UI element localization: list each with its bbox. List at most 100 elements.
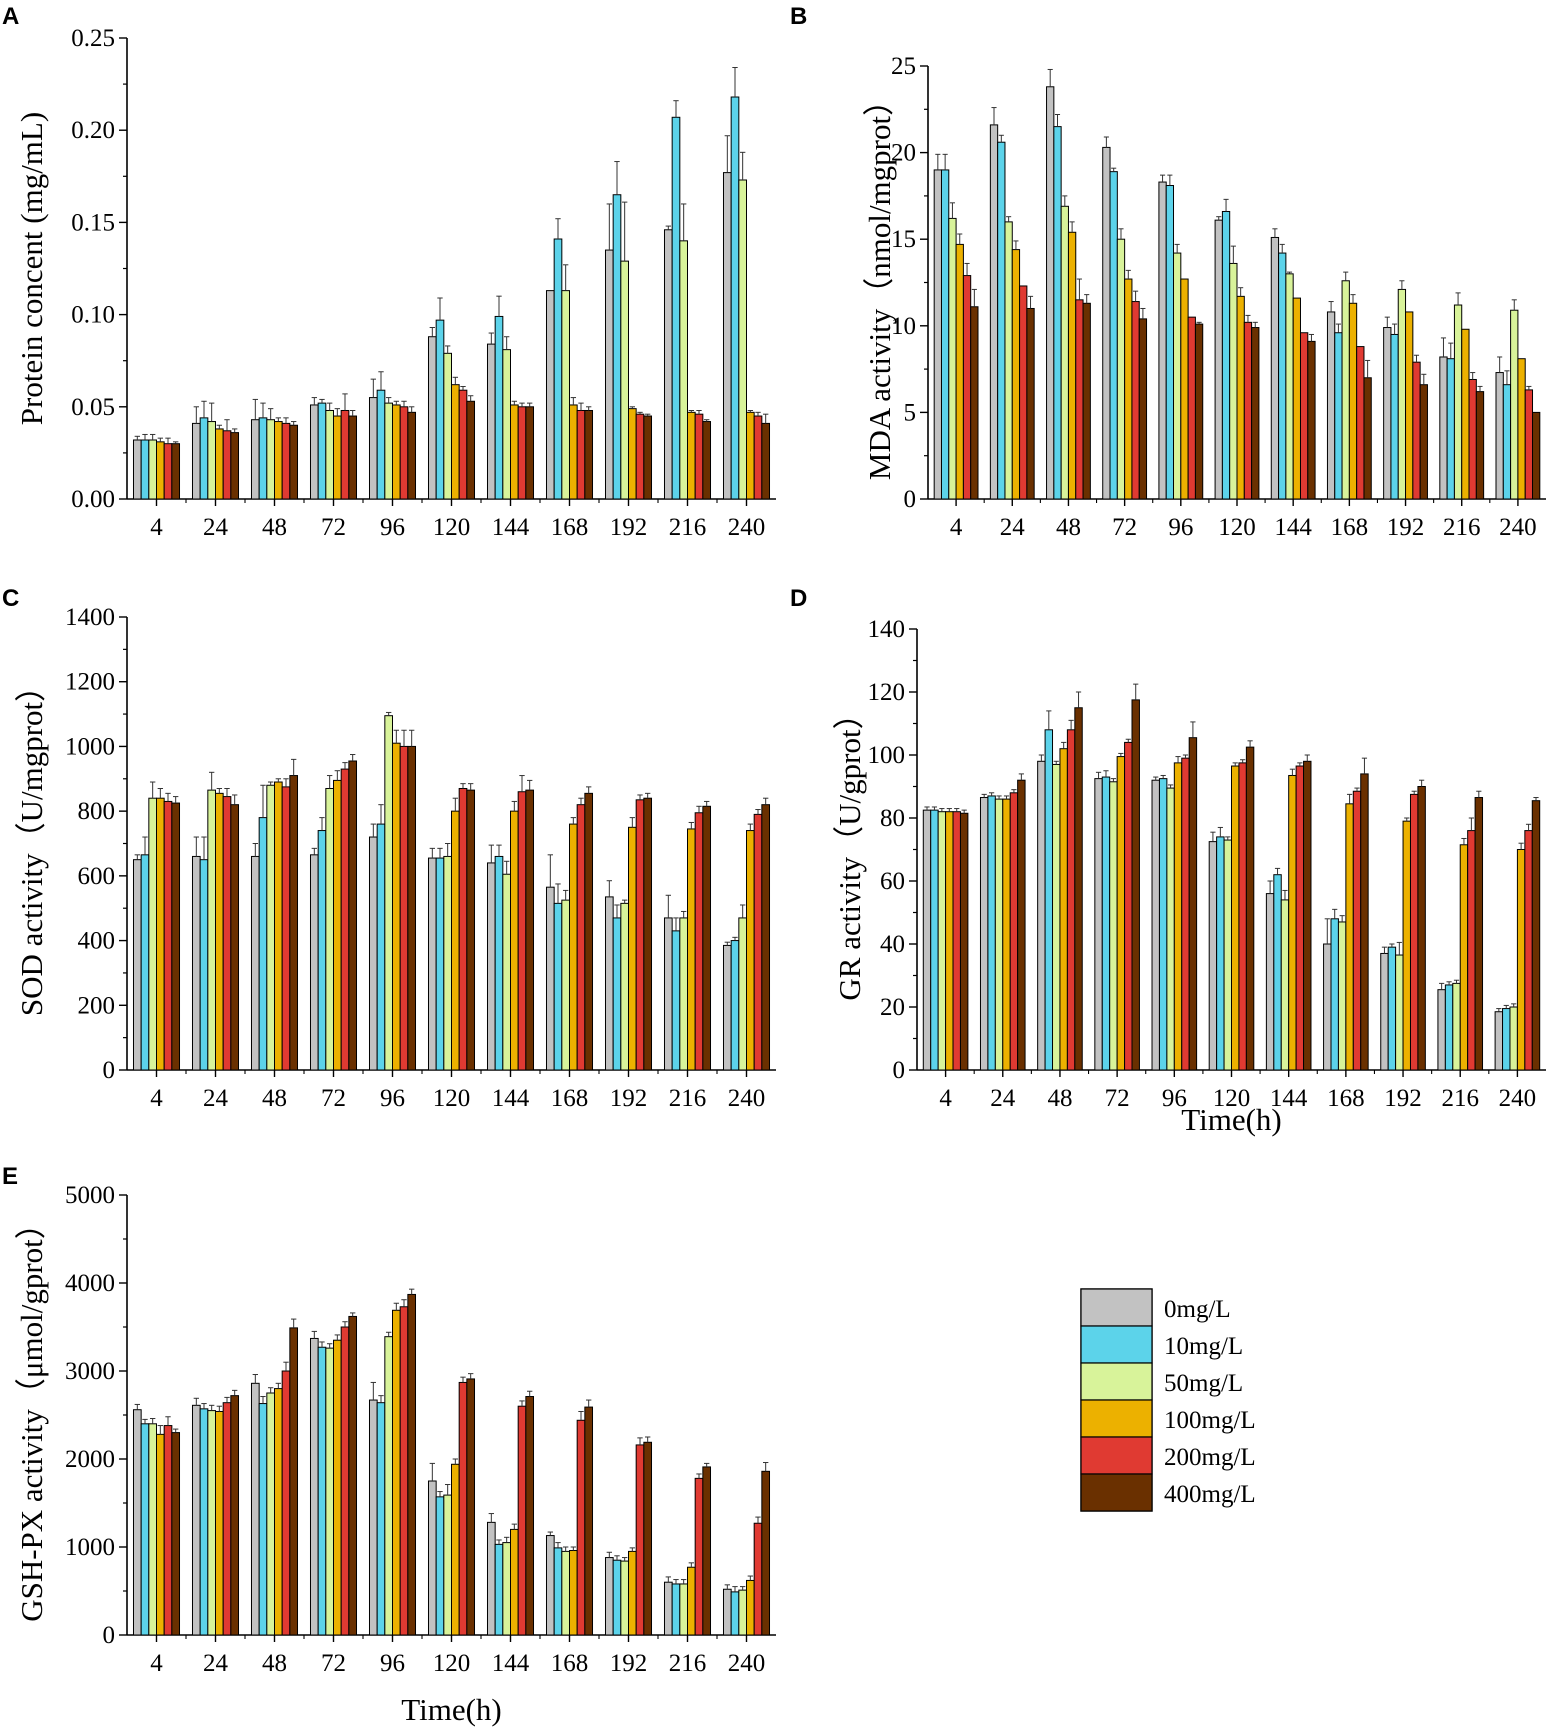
bar-50mg-per-l	[502, 1542, 511, 1636]
bar-10mg-per-l	[553, 1547, 563, 1636]
bar-100mg-per-l	[746, 830, 755, 1071]
bar-10mg-per-l	[1446, 358, 1455, 500]
bar-400mg-per-l	[1475, 391, 1485, 500]
bar-50mg-per-l	[1060, 205, 1069, 500]
bar-10mg-per-l	[1109, 171, 1118, 500]
bar-100mg-per-l	[1011, 249, 1021, 500]
bar-10mg-per-l	[376, 823, 386, 1071]
bar-200mg-per-l	[753, 813, 763, 1071]
bar-50mg-per-l	[325, 787, 334, 1071]
x-tick-label: 240	[728, 514, 766, 541]
x-tick-label: 4	[150, 1650, 163, 1677]
panel-letter-e: E	[2, 1163, 18, 1190]
x-tick-label: 48	[262, 1085, 287, 1112]
bar-10mg-per-l	[376, 1402, 386, 1636]
y-tick-label: 0	[904, 486, 917, 513]
x-tick-label: 240	[1499, 514, 1537, 541]
bar-400mg-per-l	[1363, 377, 1372, 500]
bar-400mg-per-l	[1251, 327, 1260, 500]
x-tick-label: 192	[1387, 514, 1425, 541]
bar-100mg-per-l	[510, 810, 519, 1071]
bar-0mg-per-l	[663, 1581, 673, 1636]
bar-100mg-per-l	[569, 404, 578, 500]
bar-400mg-per-l	[584, 792, 594, 1071]
x-tick-label: 72	[321, 1085, 346, 1112]
legend-swatch	[1080, 1399, 1153, 1438]
bar-200mg-per-l	[222, 1402, 232, 1636]
bar-50mg-per-l	[561, 290, 571, 500]
bar-200mg-per-l	[1468, 378, 1477, 500]
bar-200mg-per-l	[1009, 792, 1019, 1071]
panel-e: E 0 1000 2000 3000 4000 5000 4 24 48 72 96 120 144 16…	[2, 1163, 776, 1727]
bar-100mg-per-l	[274, 421, 283, 500]
bar-400mg-per-l	[1245, 746, 1255, 1071]
bar-0mg-per-l	[309, 1337, 319, 1636]
y-tick-label: 40	[880, 931, 905, 958]
bar-0mg-per-l	[1046, 86, 1055, 500]
bar-200mg-per-l	[1409, 793, 1419, 1071]
bar-200mg-per-l	[1243, 321, 1253, 500]
bar-100mg-per-l	[1124, 278, 1133, 500]
bar-50mg-per-l	[1453, 304, 1463, 500]
bar-200mg-per-l	[635, 413, 645, 500]
x-tick-label: 24	[1000, 514, 1026, 541]
panel-letter-c: C	[2, 585, 19, 612]
bar-0mg-per-l	[1437, 989, 1446, 1071]
bar-400mg-per-l	[1307, 340, 1316, 500]
legend: 0mg/L 10mg/L 50mg/L 100mg/L 200mg/L 400mg/L	[1080, 1288, 1256, 1512]
y-tick-label: 2000	[65, 1446, 115, 1473]
legend-label: 0mg/L	[1164, 1296, 1231, 1323]
y-tick-label: 60	[880, 868, 905, 895]
bar-0mg-per-l	[604, 1557, 614, 1636]
bar-400mg-per-l	[466, 789, 476, 1071]
panel-b-plot: 0 5 10 15 20 25 4 24 48 72 96 120 144 168 192 216 240 MDA…	[862, 53, 1546, 541]
x-tick-label: 72	[321, 1650, 346, 1677]
bar-50mg-per-l	[1166, 787, 1175, 1071]
x-tick-label: 216	[669, 1650, 707, 1677]
y-tick-label: 140	[868, 616, 906, 643]
x-tick-label: 96	[1168, 514, 1193, 541]
bar-0mg-per-l	[1383, 327, 1392, 500]
bar-100mg-per-l	[1059, 748, 1068, 1071]
y-tick-label: 600	[78, 863, 116, 890]
bar-10mg-per-l	[930, 809, 939, 1071]
bar-200mg-per-l	[458, 1381, 468, 1636]
panel-letter-b: B	[790, 3, 807, 30]
legend-swatch	[1080, 1288, 1153, 1327]
bar-0mg-per-l	[1102, 146, 1111, 500]
bar-10mg-per-l	[1221, 210, 1231, 500]
bar-400mg-per-l	[407, 1293, 417, 1636]
panel-a-plot: 0.00 0.05 0.10 0.15 0.20 0.25 4 24 48 72 96 120 144 1…	[14, 25, 776, 541]
bar-100mg-per-l	[1067, 231, 1077, 500]
x-tick-label: 120	[433, 1085, 471, 1112]
bar-0mg-per-l	[1214, 219, 1223, 500]
bar-50mg-per-l	[1223, 839, 1233, 1071]
bar-400mg-per-l	[1360, 773, 1369, 1071]
x-tick-label: 168	[551, 1650, 589, 1677]
bar-10mg-per-l	[199, 1408, 209, 1636]
bar-10mg-per-l	[1502, 384, 1512, 500]
panel-d: D 0 20 40 60 80 100 120 140 4 24 48 72 96 120 144 168 19…	[790, 585, 1546, 1137]
bar-400mg-per-l	[1194, 323, 1204, 500]
bar-50mg-per-l	[266, 784, 275, 1071]
bar-400mg-per-l	[1188, 737, 1198, 1071]
bar-0mg-per-l	[663, 229, 673, 500]
y-tick-label: 80	[880, 805, 905, 832]
bar-400mg-per-l	[970, 306, 979, 500]
bar-400mg-per-l	[348, 760, 358, 1071]
bar-400mg-per-l	[643, 797, 653, 1071]
x-tick-label: 96	[380, 1650, 405, 1677]
bar-400mg-per-l	[702, 1466, 712, 1636]
bar-100mg-per-l	[156, 797, 165, 1071]
bar-50mg-per-l	[561, 1550, 571, 1636]
bar-0mg-per-l	[368, 1399, 378, 1636]
bar-100mg-per-l	[333, 1339, 342, 1636]
bar-0mg-per-l	[933, 169, 942, 500]
bar-100mg-per-l	[1292, 297, 1301, 500]
y-tick-label: 1200	[65, 669, 115, 696]
bar-10mg-per-l	[1390, 333, 1399, 500]
x-tick-label: 96	[1162, 1085, 1187, 1112]
bar-50mg-per-l	[148, 797, 158, 1071]
bar-0mg-per-l	[1265, 893, 1275, 1071]
bar-10mg-per-l	[1278, 252, 1287, 500]
